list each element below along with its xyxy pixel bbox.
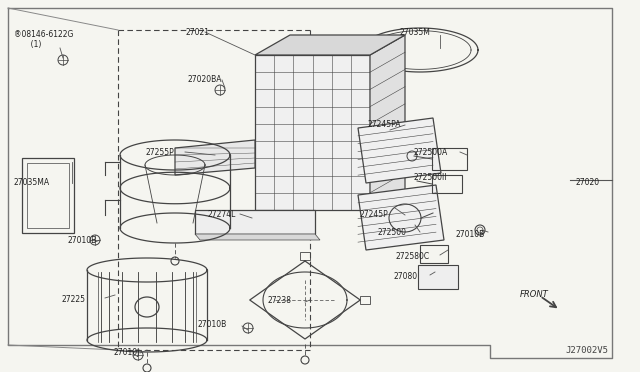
Text: 272500II: 272500II [413, 173, 447, 182]
Bar [300, 252, 310, 260]
Text: 27225: 27225 [62, 295, 86, 304]
Bar [360, 296, 371, 304]
Polygon shape [358, 118, 441, 183]
Text: FRONT: FRONT [520, 290, 548, 299]
Text: 272500: 272500 [378, 228, 407, 237]
Text: 27238: 27238 [268, 296, 292, 305]
Polygon shape [195, 210, 315, 234]
Text: 27020BA: 27020BA [187, 75, 221, 84]
Text: 272580C: 272580C [395, 252, 429, 261]
Text: 27245P: 27245P [360, 210, 388, 219]
Bar [432, 148, 467, 170]
Text: 27035M: 27035M [400, 28, 431, 37]
Bar [27, 163, 69, 228]
Text: 27010J: 27010J [113, 348, 140, 357]
Bar [418, 265, 458, 289]
Text: 27020: 27020 [575, 178, 599, 187]
Text: 27245PA: 27245PA [368, 120, 401, 129]
Text: 272500A: 272500A [413, 148, 447, 157]
Text: 27010B: 27010B [197, 320, 227, 329]
Text: 27274L: 27274L [207, 210, 236, 219]
Text: 27021: 27021 [185, 28, 209, 37]
Text: 27010B: 27010B [455, 230, 484, 239]
Text: 27255P: 27255P [145, 148, 173, 157]
Polygon shape [255, 35, 405, 55]
Text: 27035MA: 27035MA [14, 178, 50, 187]
Text: 27080: 27080 [393, 272, 417, 281]
Polygon shape [358, 185, 444, 250]
Bar [420, 245, 448, 263]
Polygon shape [175, 140, 255, 175]
Bar [22, 158, 74, 233]
Polygon shape [255, 55, 370, 210]
Text: J27002V5: J27002V5 [565, 346, 608, 355]
Bar [432, 175, 462, 193]
Polygon shape [370, 35, 405, 210]
Polygon shape [195, 234, 320, 240]
Text: ®08146-6122G
       (1): ®08146-6122G (1) [14, 30, 74, 49]
Text: 27010B: 27010B [68, 236, 97, 245]
